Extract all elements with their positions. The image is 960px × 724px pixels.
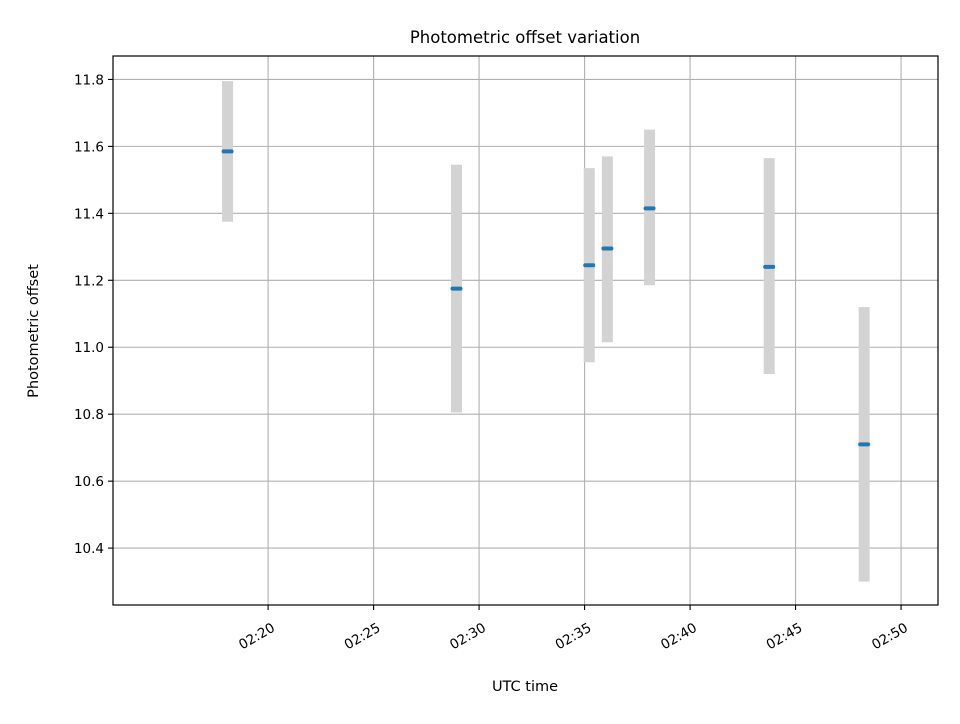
plot-frame: [112, 55, 939, 606]
chart-title: Photometric offset variation: [410, 28, 640, 47]
y-tick-label: 11.6: [74, 139, 104, 155]
data-markers: [221, 149, 871, 447]
y-tick-label: 11.8: [74, 72, 104, 88]
y-tick-label: 11.0: [74, 340, 104, 356]
y-tick-label: 10.4: [74, 541, 104, 557]
grid: [113, 56, 938, 605]
y-tick-label: 11.2: [74, 273, 104, 289]
y-tick-label: 10.6: [74, 474, 104, 490]
y-tick-label: 11.4: [74, 206, 104, 222]
y-axis-label: Photometric offset: [26, 264, 42, 398]
x-axis-label: UTC time: [492, 679, 558, 695]
y-tick-label: 10.8: [74, 407, 104, 423]
y-axis-ticks: 10.4 10.6 10.8 11.0 11.2 11.4 11.6 11.8: [74, 72, 113, 557]
